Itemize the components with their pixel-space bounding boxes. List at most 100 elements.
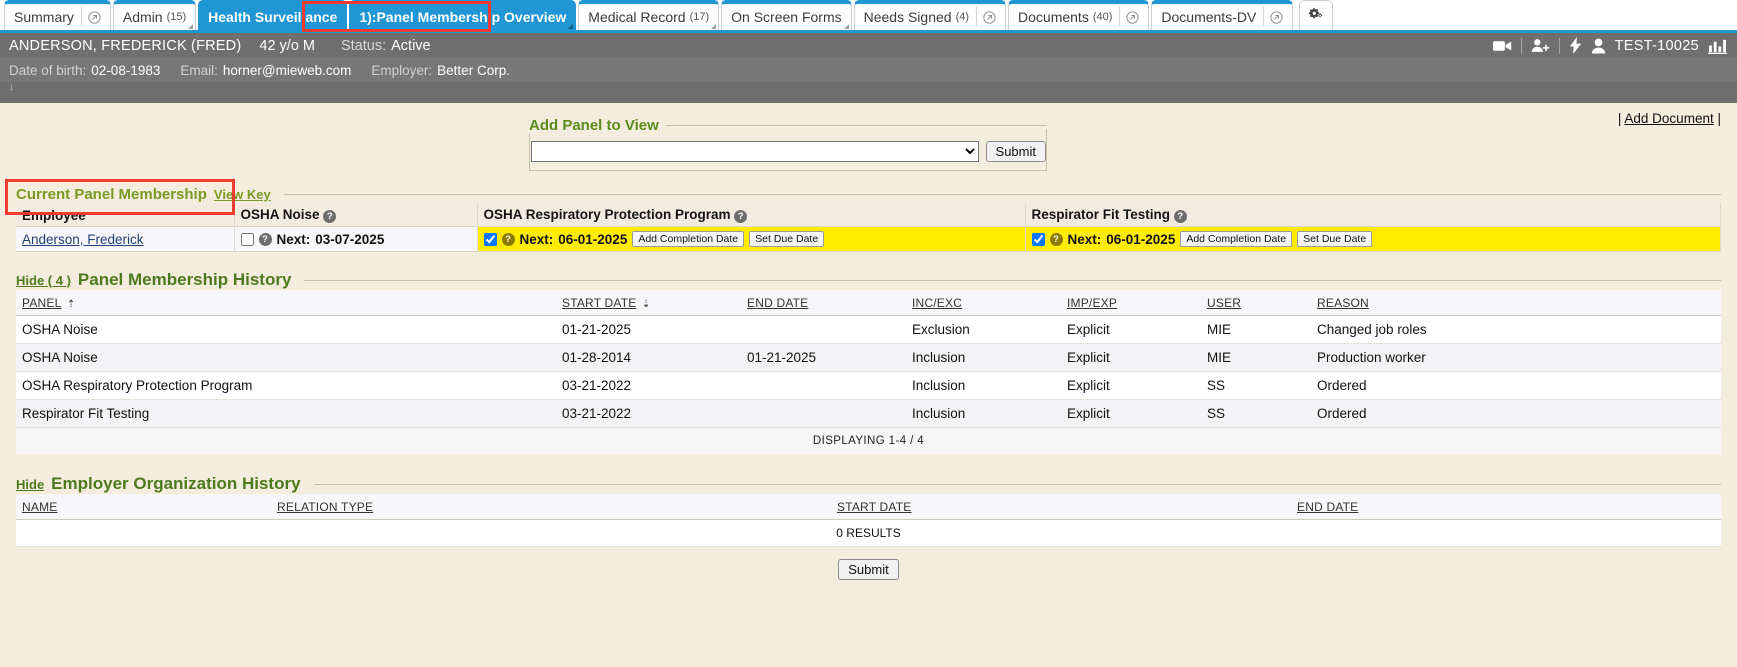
col-label: OSHA Respiratory Protection Program — [483, 207, 731, 222]
external-link-icon[interactable] — [1263, 7, 1283, 27]
add-completion-date-button[interactable]: Add Completion Date — [632, 231, 745, 248]
external-link-icon[interactable] — [976, 7, 996, 27]
tab-admin[interactable]: Admin (15) — [112, 0, 197, 30]
add-completion-date-button[interactable]: Add Completion Date — [1180, 231, 1293, 248]
help-icon[interactable]: ? — [501, 232, 515, 246]
help-icon[interactable]: ? — [1049, 232, 1063, 246]
col-label[interactable]: PANEL — [22, 296, 62, 311]
dob-value: 02-08-1983 — [91, 62, 161, 78]
tab-documents[interactable]: Documents (40) — [1008, 0, 1150, 30]
tab-count: (4) — [955, 11, 970, 23]
table-row[interactable]: Respirator Fit Testing 03-21-2022 Inclus… — [16, 399, 1721, 429]
col-label[interactable]: INC/EXC — [912, 296, 963, 311]
help-icon[interactable]: ? — [258, 232, 272, 246]
next-label: Next: — [519, 231, 554, 247]
col-label[interactable]: RELATION TYPE — [277, 500, 374, 515]
tab-needs-signed[interactable]: Needs Signed (4) — [853, 0, 1007, 30]
set-due-date-button[interactable]: Set Due Date — [1297, 231, 1373, 248]
col-label[interactable]: IMP/EXP — [1067, 296, 1118, 311]
bar-chart-icon[interactable] — [1708, 38, 1727, 54]
help-icon[interactable]: ? — [1173, 210, 1187, 224]
col-label[interactable]: NAME — [22, 500, 58, 515]
tab-on-screen-forms[interactable]: On Screen Forms — [721, 0, 852, 30]
col-inc-exc: INC/EXC — [906, 290, 1061, 317]
tab-count: (40) — [1092, 11, 1113, 23]
user-id-label: TEST-10025 — [1614, 37, 1699, 54]
current-panel-membership-section: Current Panel Membership View Key — [16, 186, 1721, 203]
top-action-links: | Add Document | — [0, 103, 1737, 126]
col-osha-respiratory-protection-program: OSHA Respiratory Protection Program ? — [477, 203, 1026, 228]
cell-user: MIE — [1201, 315, 1311, 345]
cell-osha-respiratory-protection-program: ? Next: 06-01-2025 Add Completion Date S… — [477, 226, 1026, 253]
hide-panel-history-link[interactable]: Hide ( 4 ) — [16, 273, 71, 288]
osha-noise-checkbox[interactable] — [240, 232, 254, 246]
lightning-bolt-icon[interactable] — [1569, 37, 1582, 54]
tab-label: Documents-DV — [1161, 9, 1257, 25]
tab-medical-record[interactable]: Medical Record (17) — [578, 0, 720, 30]
cell-panel: OSHA Respiratory Protection Program — [16, 371, 556, 401]
banner-toolbar: TEST-10025 — [1492, 33, 1727, 58]
set-due-date-button[interactable]: Set Due Date — [749, 231, 825, 248]
cell-employee: Anderson, Frederick — [16, 226, 235, 253]
user-icon[interactable] — [1591, 38, 1606, 54]
tab-panel-membership-overview[interactable]: 1):Panel Membership Overview — [349, 0, 577, 30]
osha-respiratory-checkbox[interactable] — [483, 232, 497, 246]
sort-descending-icon: ⇣ — [641, 299, 651, 311]
banner-spacer-row: ↓ — [0, 82, 1737, 103]
results-count: 0 RESULTS — [16, 519, 1721, 548]
dob-label: Date of birth: — [9, 62, 87, 78]
col-employee: Employee — [16, 203, 235, 228]
email-group: Email: horner@mieweb.com — [180, 63, 351, 78]
cell-osha-noise: ? Next: 03-07-2025 — [234, 226, 478, 253]
results-count: DISPLAYING 1-4 / 4 — [16, 427, 1721, 455]
col-label: Respirator Fit Testing — [1031, 207, 1171, 222]
col-label[interactable]: END DATE — [1297, 500, 1359, 515]
respirator-fit-testing-checkbox[interactable] — [1031, 232, 1045, 246]
bottom-submit-button[interactable]: Submit — [838, 559, 899, 581]
external-link-icon[interactable] — [80, 7, 101, 27]
col-label[interactable]: REASON — [1317, 296, 1369, 311]
add-document-link[interactable]: Add Document — [1624, 111, 1714, 126]
col-start-date: START DATE — [831, 494, 1291, 521]
tab-health-surveillance[interactable]: Health Surveillance — [198, 0, 348, 30]
table-row[interactable]: OSHA Respiratory Protection Program 03-2… — [16, 371, 1721, 401]
patient-banner: ANDERSON, FREDERICK (FRED) 42 y/o M Stat… — [0, 33, 1737, 103]
add-panel-submit-button[interactable]: Submit — [985, 141, 1046, 162]
view-key-link[interactable]: View Key — [213, 187, 271, 202]
gear-icon — [1307, 5, 1326, 27]
patient-age-sex: 42 y/o M — [259, 37, 315, 54]
add-panel-legend-text: Add Panel to View — [529, 117, 666, 134]
hide-employer-history-link[interactable]: Hide — [16, 476, 45, 492]
cell-imp-exp: Explicit — [1061, 371, 1201, 401]
col-label[interactable]: START DATE — [562, 296, 637, 311]
employee-link[interactable]: Anderson, Frederick — [22, 231, 144, 247]
help-icon[interactable]: ? — [734, 210, 748, 224]
tab-label: On Screen Forms — [731, 9, 842, 25]
col-label: OSHA Noise — [240, 207, 320, 222]
patient-details-row: Date of birth: 02-08-1983 Email: horner@… — [0, 58, 1737, 82]
external-link-icon[interactable] — [1119, 7, 1140, 27]
col-start-date: START DATE ⇣ — [556, 290, 741, 317]
table-row[interactable]: OSHA Noise 01-28-2014 01-21-2025 Inclusi… — [16, 343, 1721, 373]
col-label[interactable]: USER — [1207, 296, 1242, 311]
next-label: Next: — [276, 231, 311, 247]
help-icon[interactable]: ? — [323, 210, 337, 224]
tab-settings-button[interactable] — [1299, 0, 1334, 30]
tab-corner-icon — [568, 24, 574, 29]
col-label[interactable]: START DATE — [837, 500, 912, 515]
tab-label: 1):Panel Membership Overview — [359, 9, 567, 25]
add-user-icon[interactable] — [1531, 38, 1550, 53]
table-row[interactable]: OSHA Noise 01-21-2025 Exclusion Explicit… — [16, 315, 1721, 345]
tab-documents-dv[interactable]: Documents-DV — [1151, 0, 1294, 30]
col-name: NAME — [16, 494, 271, 521]
hide-count: ( 4 ) — [47, 272, 71, 288]
cell-inc-exc: Exclusion — [906, 315, 1061, 345]
col-user: USER — [1201, 290, 1311, 317]
main-content: | Add Document | Add Panel to View Submi… — [0, 103, 1737, 667]
toolbar-divider — [1558, 37, 1560, 54]
panel-select[interactable] — [531, 141, 979, 162]
next-date: 06-01-2025 — [558, 231, 628, 247]
video-camera-icon[interactable] — [1492, 39, 1512, 53]
tab-summary[interactable]: Summary — [4, 0, 111, 30]
col-label[interactable]: END DATE — [747, 296, 809, 311]
